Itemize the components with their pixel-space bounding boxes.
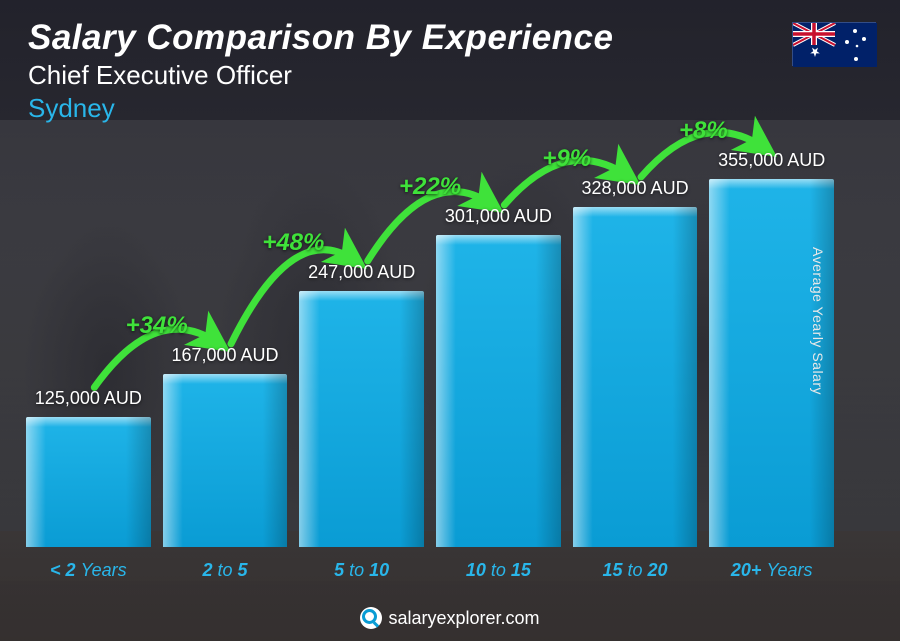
bar-slot: 125,000 AUD xyxy=(26,388,151,547)
bar xyxy=(26,417,151,547)
bars-container: 125,000 AUD 167,000 AUD 247,000 AUD 301,000… xyxy=(20,145,840,547)
location-label: Sydney xyxy=(28,93,872,124)
infographic-root: Salary Comparison By Experience Chief Ex… xyxy=(0,0,900,641)
bar-slot: 247,000 AUD xyxy=(299,262,424,547)
bar xyxy=(299,291,424,547)
bar-value-label: 247,000 AUD xyxy=(308,262,415,283)
x-axis-label: 10 to 15 xyxy=(436,560,561,581)
y-axis-label: Average Yearly Salary xyxy=(810,247,826,395)
bar-slot: 167,000 AUD xyxy=(163,345,288,547)
bar xyxy=(163,374,288,547)
chart-area: +34%+48%+22%+9%+8% 125,000 AUD167,000 AU… xyxy=(20,145,840,581)
footer: salaryexplorer.com xyxy=(0,607,900,629)
header: Salary Comparison By Experience Chief Ex… xyxy=(0,0,900,130)
bar-value-label: 167,000 AUD xyxy=(171,345,278,366)
x-axis-label: 2 to 5 xyxy=(163,560,288,581)
x-axis-label: 15 to 20 xyxy=(573,560,698,581)
job-title: Chief Executive Officer xyxy=(28,60,872,91)
x-axis-label: 20+ Years xyxy=(709,560,834,581)
footer-site: salaryexplorer.com xyxy=(388,608,539,629)
x-axis: < 2 Years 2 to 5 5 to 10 10 to 15 15 to 20 20… xyxy=(20,560,840,581)
bar-value-label: 301,000 AUD xyxy=(445,206,552,227)
bar-value-label: 355,000 AUD xyxy=(718,150,825,171)
x-axis-label: 5 to 10 xyxy=(299,560,424,581)
x-axis-label: < 2 Years xyxy=(26,560,151,581)
page-title: Salary Comparison By Experience xyxy=(28,18,872,58)
bar-slot: 301,000 AUD xyxy=(436,206,561,547)
australia-flag-icon xyxy=(792,22,876,66)
bar xyxy=(436,235,561,547)
magnifier-icon xyxy=(360,607,382,629)
bar-value-label: 125,000 AUD xyxy=(35,388,142,409)
bar-value-label: 328,000 AUD xyxy=(581,178,688,199)
bar-slot: 328,000 AUD xyxy=(573,178,698,547)
bar xyxy=(573,207,698,547)
